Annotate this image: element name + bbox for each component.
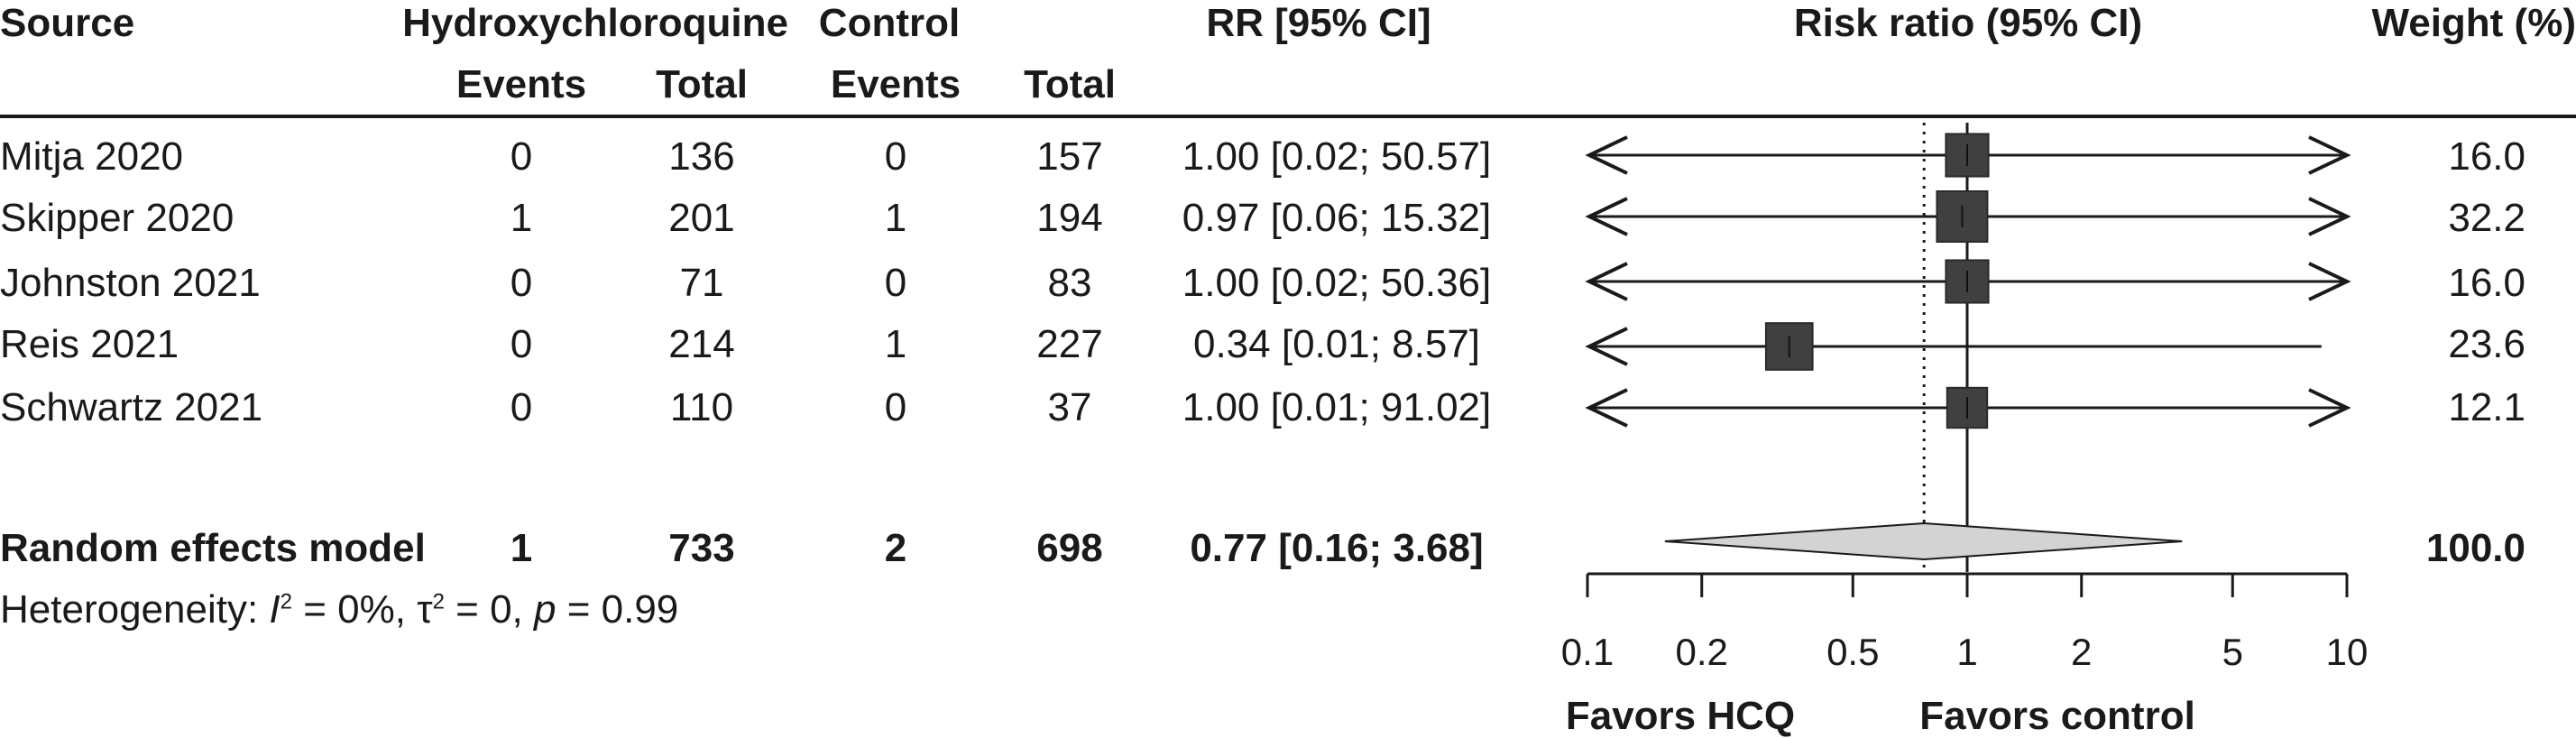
favors-control-label: Favors control xyxy=(1919,696,2195,736)
favors-hcq-label: Favors HCQ xyxy=(1566,696,1795,736)
pooled-diamond xyxy=(1665,523,2182,559)
x-tick-label: 1 xyxy=(1956,633,1977,671)
x-tick-label: 0.2 xyxy=(1676,633,1728,671)
x-tick-label: 0.1 xyxy=(1561,633,1614,671)
x-tick-label: 5 xyxy=(2222,633,2243,671)
x-tick-label: 10 xyxy=(2326,633,2369,671)
x-tick-label: 2 xyxy=(2071,633,2092,671)
x-tick-label: 0.5 xyxy=(1826,633,1879,671)
